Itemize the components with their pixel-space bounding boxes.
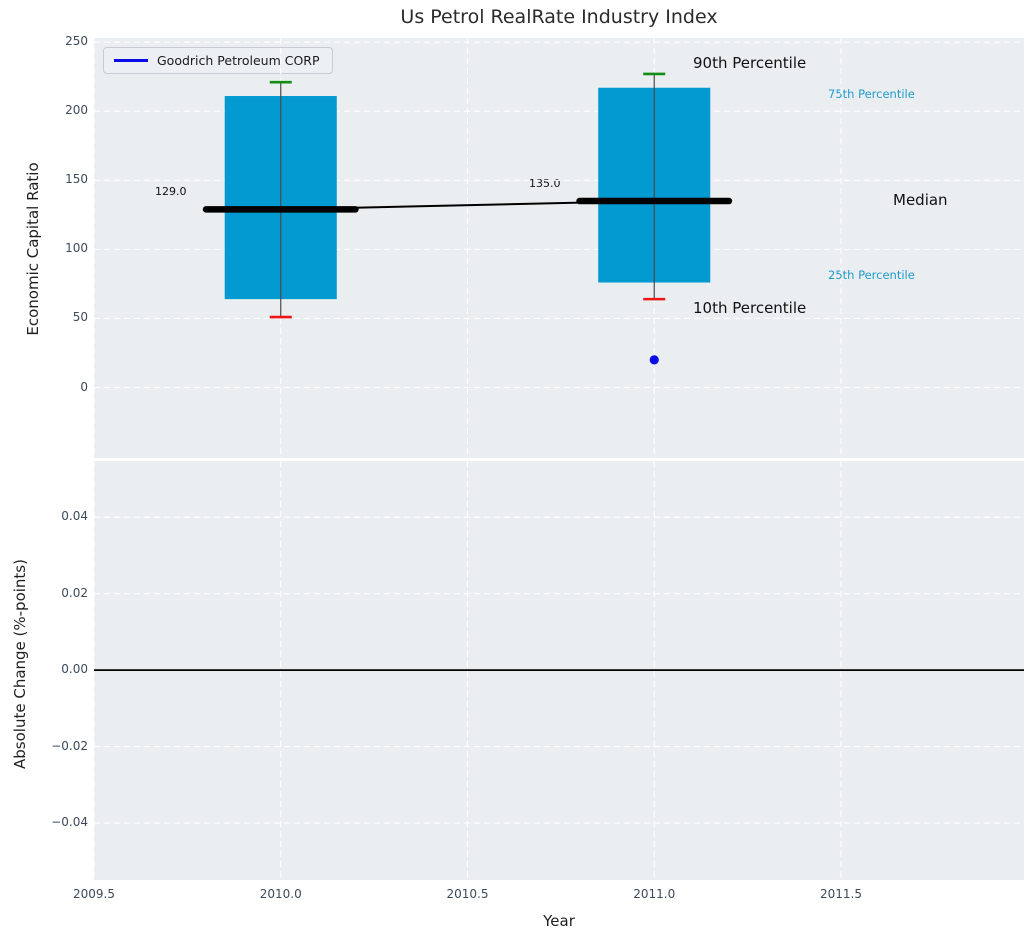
- annotation-75th-percentile: 75th Percentile: [828, 87, 915, 101]
- bottom-y-tick-−0.04: −0.04: [51, 815, 88, 830]
- legend: Goodrich Petroleum CORP: [103, 47, 333, 74]
- chart-title: Us Petrol RealRate Industry Index: [400, 6, 718, 28]
- annotation-median: Median: [893, 191, 948, 209]
- x-tick-2009.5: 2009.5: [73, 887, 115, 901]
- top-y-tick-50: 50: [72, 310, 88, 325]
- bottom-y-tick-0.04: 0.04: [61, 509, 88, 524]
- top-y-tick-250: 250: [65, 34, 88, 49]
- legend-label: Goodrich Petroleum CORP: [157, 53, 320, 68]
- annotation-10th-percentile: 10th Percentile: [693, 299, 807, 317]
- x-tick-2010.5: 2010.5: [446, 887, 489, 901]
- x-axis-label: Year: [543, 912, 575, 930]
- annotation-25th-percentile: 25th Percentile: [828, 268, 915, 282]
- plot-canvas: [94, 38, 1024, 458]
- bottom-y-tick-−0.02: −0.02: [51, 738, 88, 753]
- median-value-label-2010: 129.0: [155, 185, 187, 198]
- x-tick-2011.0: 2011.0: [633, 887, 676, 901]
- x-tick-2011.5: 2011.5: [819, 887, 862, 901]
- bottom-y-tick-0.02: 0.02: [61, 585, 88, 600]
- top-y-tick-0: 0: [80, 379, 88, 394]
- bottom-axes: [94, 461, 1024, 880]
- x-tick-2010.0: 2010.0: [259, 887, 302, 901]
- top-y-tick-100: 100: [65, 241, 88, 256]
- company-data-point: [649, 355, 659, 365]
- plot-canvas: [94, 461, 1024, 880]
- top-axes: Goodrich Petroleum CORP 90th Percentile …: [94, 38, 1024, 458]
- annotation-90th-percentile: 90th Percentile: [693, 54, 807, 72]
- bottom-y-tick-0.00: 0.00: [61, 662, 88, 677]
- bottom-y-axis-label: Absolute Change (%-points): [11, 559, 29, 769]
- legend-line-swatch: [114, 59, 148, 62]
- top-y-tick-150: 150: [65, 172, 88, 187]
- top-y-tick-200: 200: [65, 103, 88, 118]
